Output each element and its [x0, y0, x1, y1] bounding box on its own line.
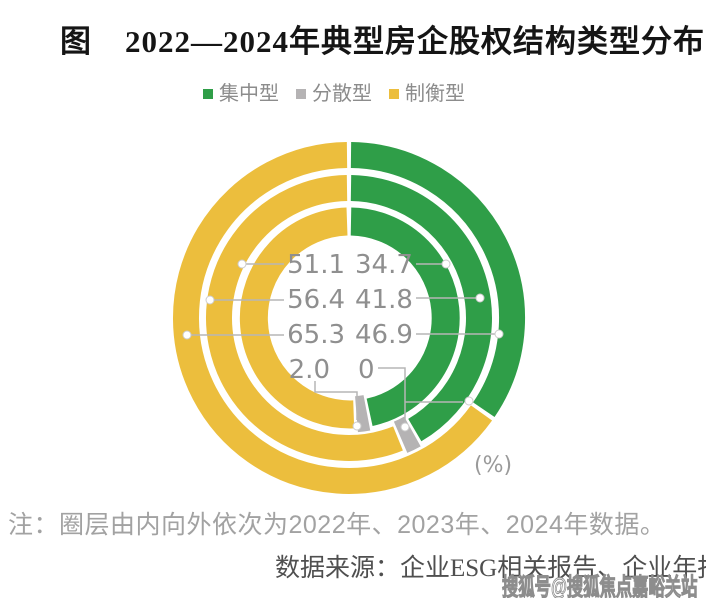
legend: 集中型 分散型 制衡型: [203, 84, 465, 104]
watermark: 搜狐号@搜狐焦点嘉峪关站: [502, 574, 698, 598]
title-text: 2022—2024年典型房企股权结构类型分布: [125, 24, 705, 59]
legend-item-dispersed: 分散型: [296, 84, 372, 104]
value-label-left-1: 51.1: [287, 250, 345, 280]
legend-label: 制衡型: [405, 83, 465, 105]
legend-label: 分散型: [312, 83, 372, 105]
value-label-right-1: 34.7: [355, 250, 413, 280]
value-label-right-3: 46.9: [355, 320, 413, 350]
value-label-left-2: 56.4: [287, 285, 345, 315]
legend-swatch-yellow: [389, 89, 399, 99]
value-label-right-4: 0: [358, 355, 375, 385]
legend-swatch-green: [203, 89, 213, 99]
source-text: 数据来源：企业ESG相关报告、企业年报。: [275, 555, 706, 582]
legend-label: 集中型: [219, 83, 279, 105]
legend-swatch-gray: [296, 89, 306, 99]
legend-item-concentrated: 集中型: [203, 84, 279, 104]
title-prefix: 图: [60, 24, 92, 59]
value-label-left-3: 65.3: [287, 320, 345, 350]
value-label-right-2: 41.8: [355, 285, 413, 315]
value-label-left-4: 2.0: [288, 355, 330, 385]
page-title: 图 2022—2024年典型房企股权结构类型分布: [60, 16, 705, 61]
unit-label: (%): [474, 453, 513, 478]
legend-item-balanced: 制衡型: [389, 84, 465, 104]
note-text: 注：圈层由内向外依次为2022年、2023年、2024年数据。: [8, 511, 666, 539]
